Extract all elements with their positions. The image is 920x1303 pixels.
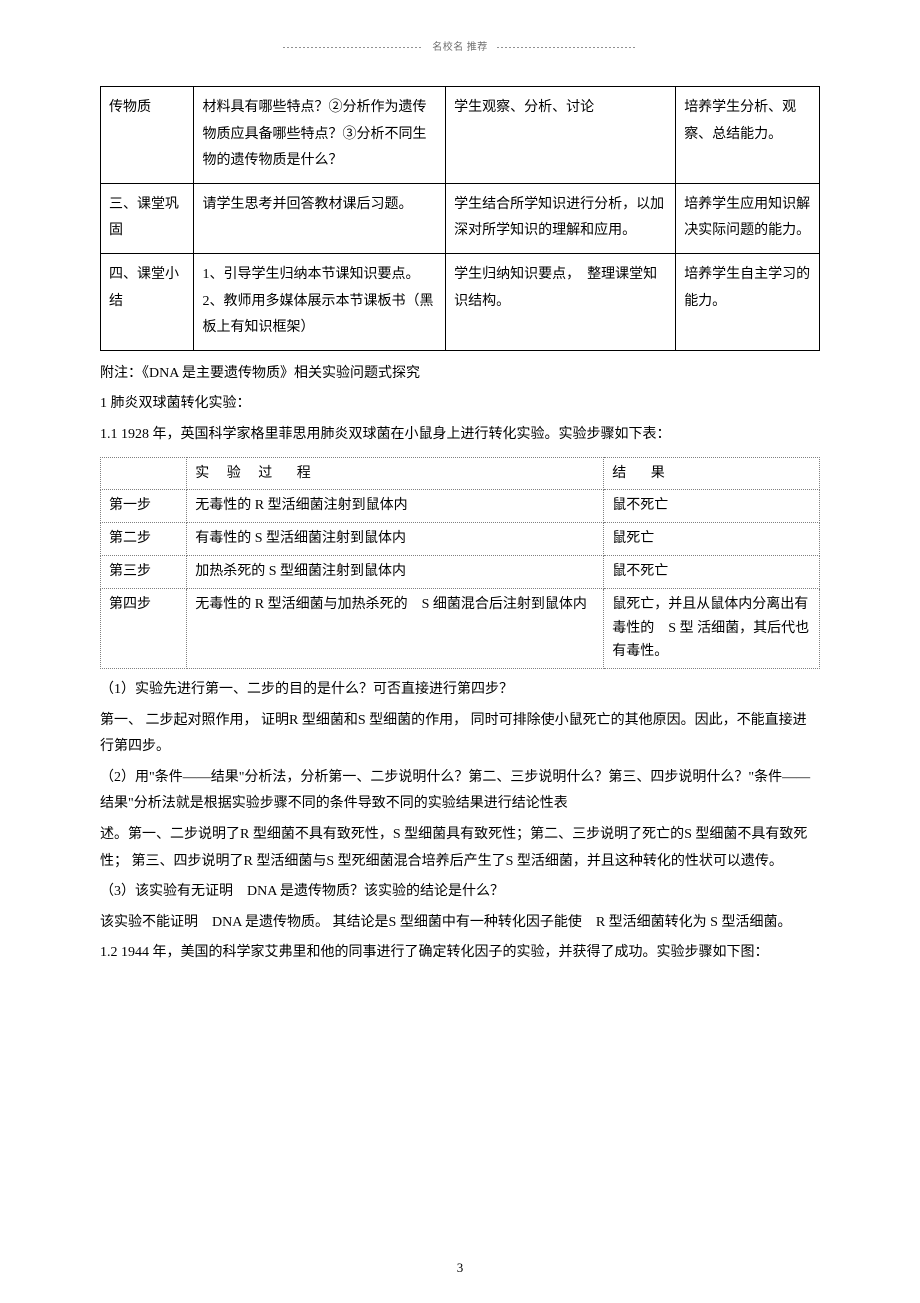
body-paragraph: 1.1 1928 年，英国科学家格里菲思用肺炎双球菌在小鼠身上进行转化实验。实验… bbox=[100, 422, 820, 449]
document-page: 名校名 推荐 传物质 材料具有哪些特点？②分析作为遗传物质应具备哪些特点？③分析… bbox=[0, 0, 920, 1303]
exp-step: 第三步 bbox=[101, 555, 187, 588]
exp-process: 无毒性的 R 型活细菌与加热杀死的 S 细菌混合后注射到鼠体内 bbox=[187, 588, 604, 668]
table-head-row: 实 验 过 程 结 果 bbox=[101, 457, 820, 490]
body-paragraph: 1.2 1944 年，美国的科学家艾弗里和他的同事进行了确定转化因子的实验，并获… bbox=[100, 940, 820, 967]
body-paragraph: 该实验不能证明 DNA 是遗传物质。 其结论是S 型细菌中有一种转化因子能使 R… bbox=[100, 910, 820, 937]
exp-step: 第四步 bbox=[101, 588, 187, 668]
lesson-table: 传物质 材料具有哪些特点？②分析作为遗传物质应具备哪些特点？③分析不同生物的遗传… bbox=[100, 86, 820, 351]
page-number: 3 bbox=[0, 1258, 920, 1279]
lesson-col-teacher: 材料具有哪些特点？②分析作为遗传物质应具备哪些特点？③分析不同生物的遗传物质是什… bbox=[194, 87, 446, 184]
body-paragraph: 第一、 二步起对照作用， 证明R 型细菌和S 型细菌的作用， 同时可排除使小鼠死… bbox=[100, 708, 820, 761]
exp-result: 鼠死亡 bbox=[604, 523, 820, 556]
body-paragraph: 附注：《DNA 是主要遗传物质》相关实验问题式探究 bbox=[100, 361, 820, 388]
head-char: 实 bbox=[195, 462, 209, 486]
header-decoration: 名校名 推荐 bbox=[100, 40, 820, 56]
lesson-col-student: 学生归纳知识要点， 整理课堂知识结构。 bbox=[446, 253, 676, 350]
lesson-col-stage: 传物质 bbox=[101, 87, 194, 184]
lesson-col-goal: 培养学生应用知识解决实际问题的能力。 bbox=[676, 183, 820, 253]
lesson-col-stage: 三、课堂巩固 bbox=[101, 183, 194, 253]
exp-head-process: 实 验 过 程 bbox=[187, 457, 604, 490]
exp-result: 鼠不死亡 bbox=[604, 555, 820, 588]
table-row: 第二步 有毒性的 S 型活细菌注射到鼠体内 鼠死亡 bbox=[101, 523, 820, 556]
table-row: 第三步 加热杀死的 S 型细菌注射到鼠体内 鼠不死亡 bbox=[101, 555, 820, 588]
head-char: 程 bbox=[297, 462, 311, 486]
header-label: 名校名 推荐 bbox=[432, 42, 488, 53]
exp-step: 第二步 bbox=[101, 523, 187, 556]
lesson-col-teacher: 请学生思考并回答教材课后习题。 bbox=[194, 183, 446, 253]
exp-head-empty bbox=[101, 457, 187, 490]
table-row: 传物质 材料具有哪些特点？②分析作为遗传物质应具备哪些特点？③分析不同生物的遗传… bbox=[101, 87, 820, 184]
head-char: 验 bbox=[227, 462, 241, 486]
experiment-table: 实 验 过 程 结 果 第一步 无毒性的 R 型活细菌注射到鼠体内 鼠不死亡 第… bbox=[100, 457, 820, 670]
exp-process: 有毒性的 S 型活细菌注射到鼠体内 bbox=[187, 523, 604, 556]
exp-result: 鼠死亡，并且从鼠体内分离出有毒性的 S 型 活细菌，其后代也有毒性。 bbox=[604, 588, 820, 668]
exp-head-result: 结 果 bbox=[604, 457, 820, 490]
head-char: 果 bbox=[651, 462, 665, 486]
header-line-left bbox=[283, 47, 423, 48]
lesson-item: 2、教师用多媒体展示本节课板书（黑板上有知识框架） bbox=[202, 289, 437, 342]
table-row: 四、课堂小结 1、引导学生归纳本节课知识要点。 2、教师用多媒体展示本节课板书（… bbox=[101, 253, 820, 350]
table-row: 第四步 无毒性的 R 型活细菌与加热杀死的 S 细菌混合后注射到鼠体内 鼠死亡，… bbox=[101, 588, 820, 668]
header-line-right bbox=[497, 47, 637, 48]
body-paragraph: 1 肺炎双球菌转化实验： bbox=[100, 391, 820, 418]
lesson-col-stage: 四、课堂小结 bbox=[101, 253, 194, 350]
lesson-col-student: 学生观察、分析、讨论 bbox=[446, 87, 676, 184]
lesson-col-goal: 培养学生分析、观察、总结能力。 bbox=[676, 87, 820, 184]
body-paragraph: （3）该实验有无证明 DNA 是遗传物质？该实验的结论是什么？ bbox=[100, 879, 820, 906]
body-paragraph: （2）用"条件——结果"分析法，分析第一、二步说明什么？第二、三步说明什么？第三… bbox=[100, 765, 820, 818]
lesson-col-goal: 培养学生自主学习的能力。 bbox=[676, 253, 820, 350]
exp-process: 无毒性的 R 型活细菌注射到鼠体内 bbox=[187, 490, 604, 523]
head-char: 结 bbox=[612, 462, 626, 486]
exp-process: 加热杀死的 S 型细菌注射到鼠体内 bbox=[187, 555, 604, 588]
lesson-item: 1、引导学生归纳本节课知识要点。 bbox=[202, 262, 437, 289]
lesson-col-student: 学生结合所学知识进行分析，以加深对所学知识的理解和应用。 bbox=[446, 183, 676, 253]
exp-step: 第一步 bbox=[101, 490, 187, 523]
lesson-col-teacher: 1、引导学生归纳本节课知识要点。 2、教师用多媒体展示本节课板书（黑板上有知识框… bbox=[194, 253, 446, 350]
body-paragraph: 述。第一、二步说明了R 型细菌不具有致死性，S 型细菌具有致死性；第二、三步说明… bbox=[100, 822, 820, 875]
body-paragraph: （1）实验先进行第一、二步的目的是什么？可否直接进行第四步？ bbox=[100, 677, 820, 704]
table-row: 第一步 无毒性的 R 型活细菌注射到鼠体内 鼠不死亡 bbox=[101, 490, 820, 523]
exp-result: 鼠不死亡 bbox=[604, 490, 820, 523]
table-row: 三、课堂巩固 请学生思考并回答教材课后习题。 学生结合所学知识进行分析，以加深对… bbox=[101, 183, 820, 253]
head-char: 过 bbox=[258, 462, 272, 486]
